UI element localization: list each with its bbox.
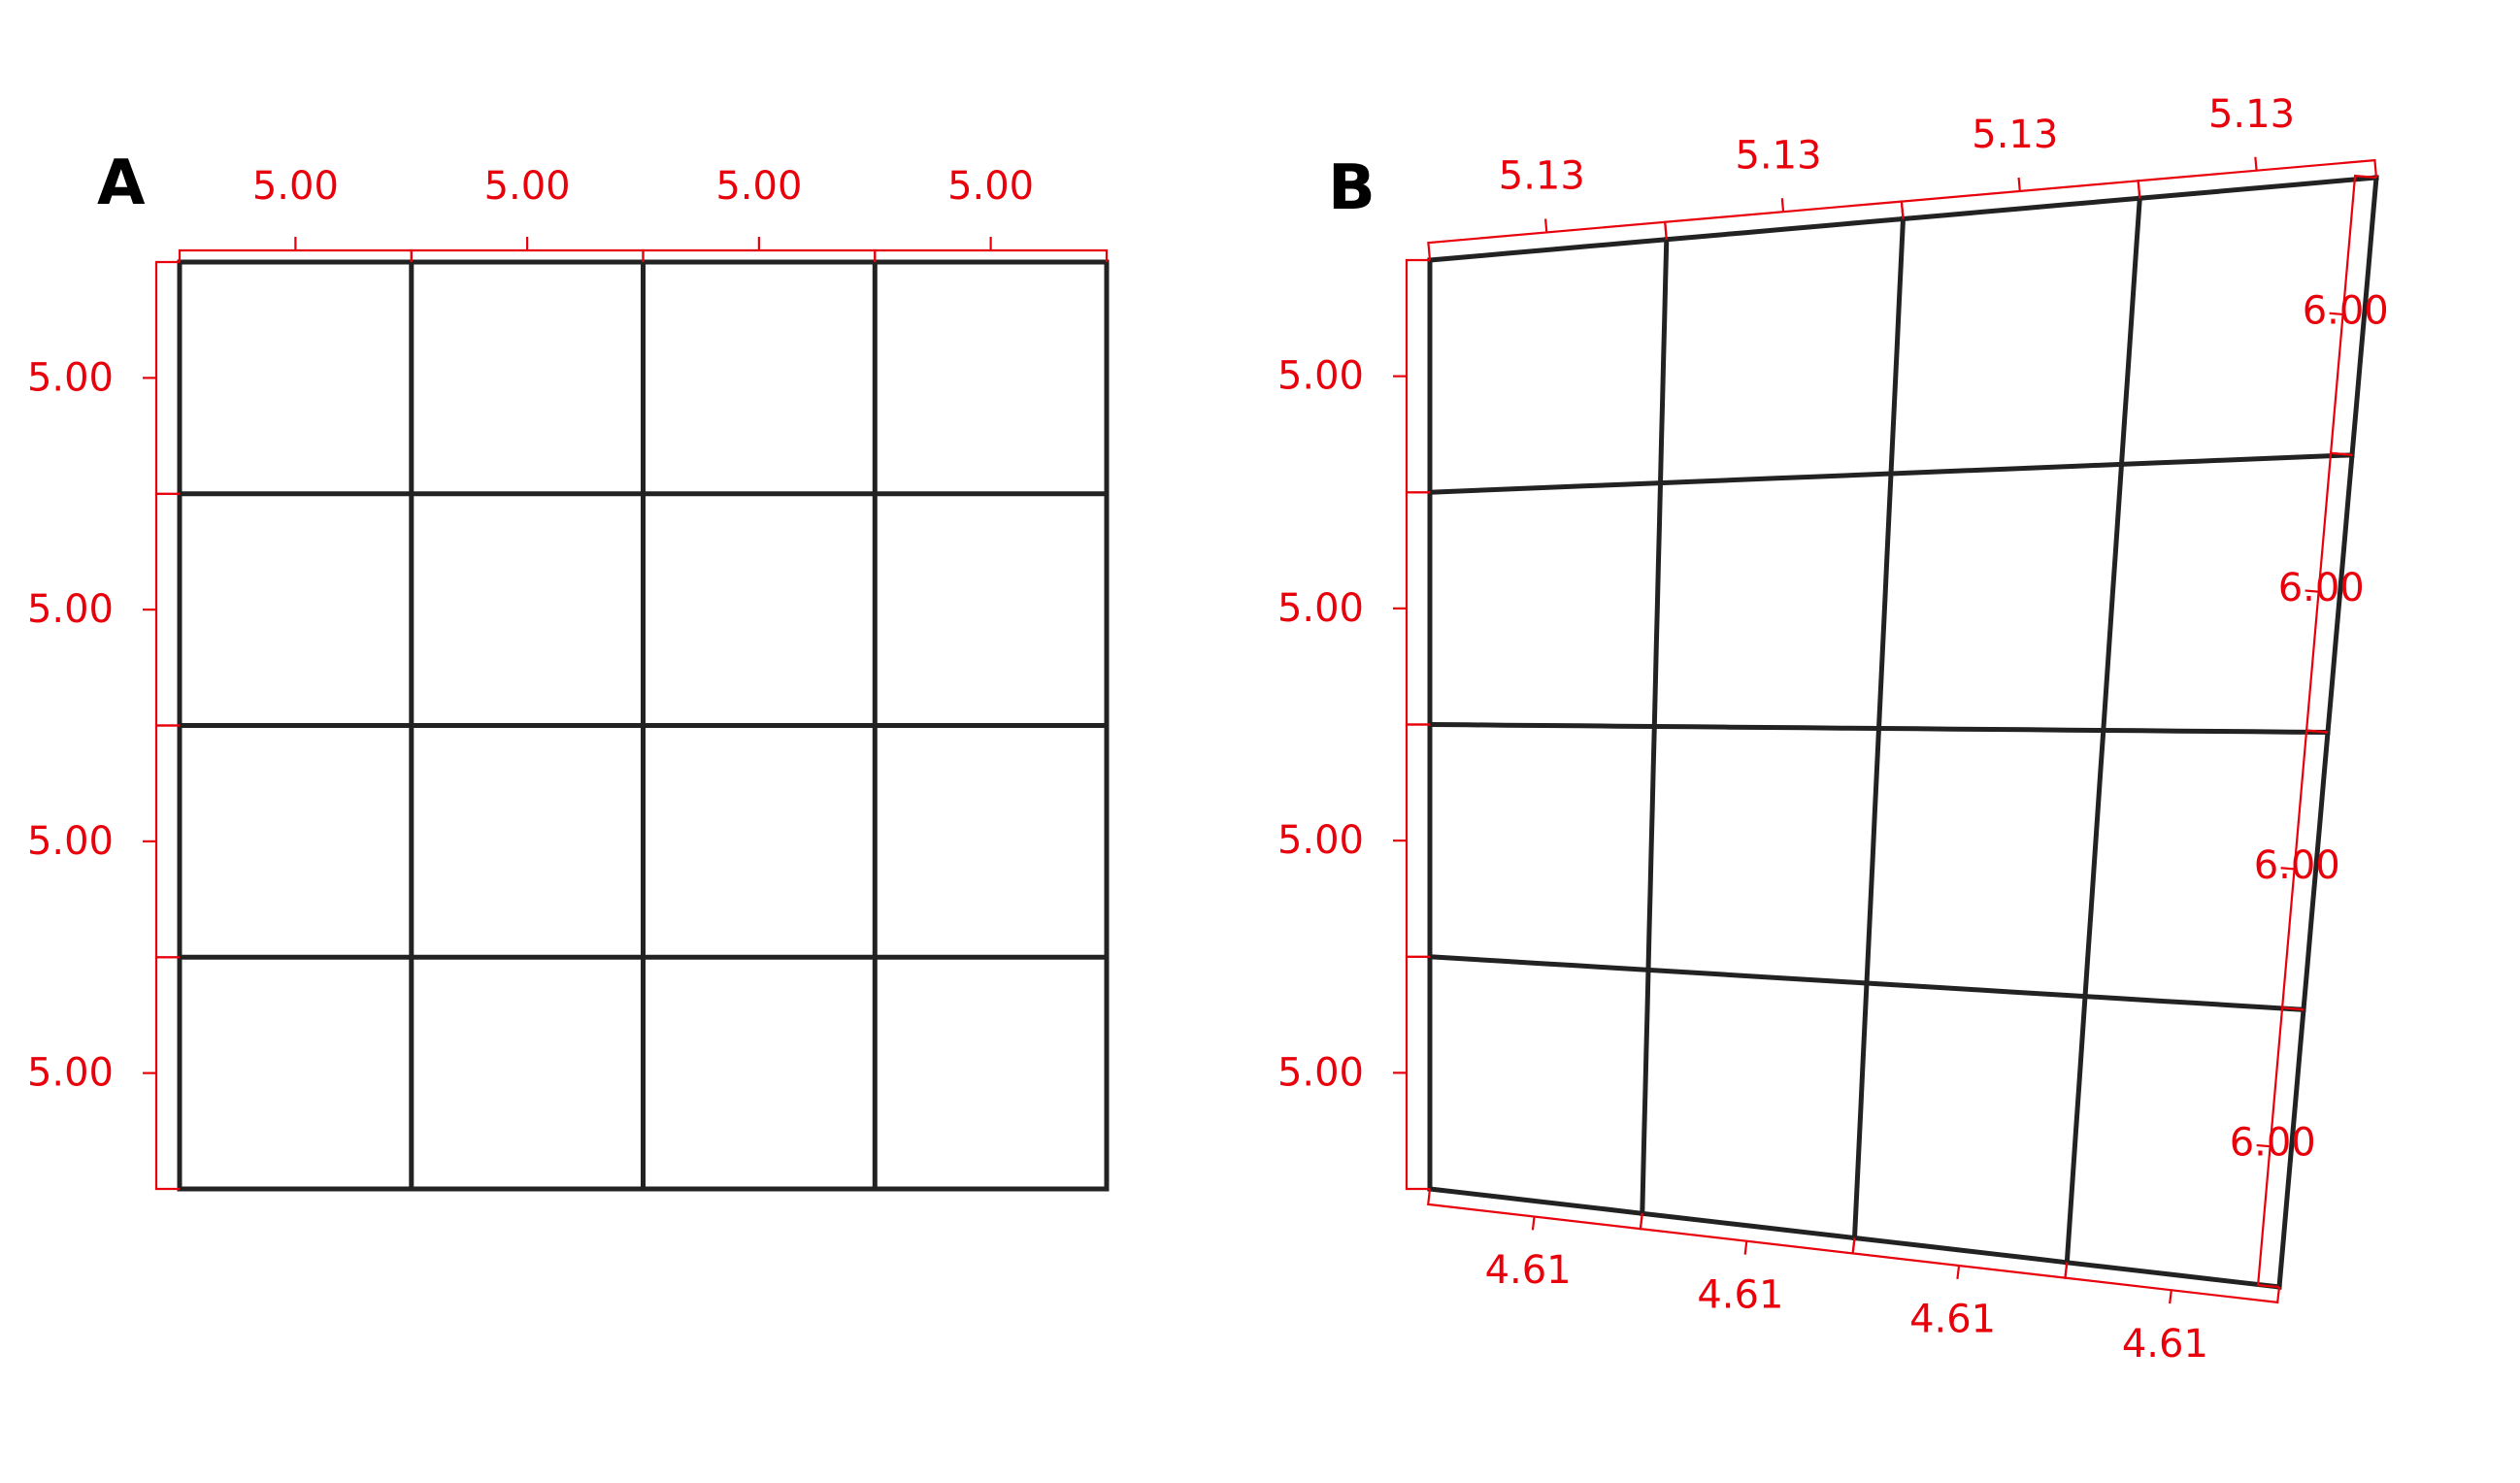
panel-b-left-dimension-label: 5.00	[1277, 354, 1364, 399]
panel-a-left-dimension-label: 5.00	[27, 355, 114, 400]
panel-b-top-dimension-label: 5.13	[1972, 113, 2058, 157]
panel-a-left-dimension-label: 5.00	[27, 1051, 114, 1096]
panel-b-left-dimension-label: 5.00	[1277, 586, 1364, 631]
panel-a: A 5.00 5.00 5.00 5.00 5.00 5.00 5.00 5.00	[27, 148, 1107, 1189]
panel-b-top-dimension-label: 5.13	[1735, 133, 1821, 178]
panel-a-left-dimension-bracket	[156, 494, 180, 726]
panel-b-top-dimension-label: 5.13	[1499, 154, 1585, 199]
panel-b-bottom-dimension-label: 4.61	[1909, 1298, 1996, 1342]
panel-b-label: B	[1328, 152, 1376, 224]
panel-b-left-dimension-bracket	[1407, 957, 1430, 1189]
panel-a-dimensions: 5.00 5.00 5.00 5.00 5.00 5.00 5.00 5.00	[27, 164, 1107, 1189]
panel-b-left-dimension-label: 5.00	[1277, 818, 1364, 863]
panel-b-bottom-dimension-label: 4.61	[2122, 1322, 2208, 1367]
panel-b-right-dimension-label: 6.00	[2254, 843, 2340, 888]
panel-b-left-dimension-bracket	[1407, 260, 1430, 492]
panel-b-left-dimension-bracket	[1407, 492, 1430, 724]
panel-b-right-dimension-label: 6.00	[2278, 566, 2365, 610]
panel-b-bottom-dimension-tick	[1533, 1217, 1535, 1231]
panel-a-top-dimension-label: 5.00	[715, 164, 802, 209]
panel-b-bottom-dimension-label: 4.61	[1697, 1272, 1783, 1317]
panel-b-top-dimension-tick	[2019, 178, 2020, 191]
panel-b: B 5.13 5.13 5.13 5.13 5.00 5.00 5.00 5.00 6.00 6.…	[1277, 92, 2389, 1367]
panel-a-left-dimension-label: 5.00	[27, 819, 114, 864]
panel-b-left-dimension-bracket	[1407, 725, 1430, 957]
panel-b-right-dimension-label: 6.00	[2230, 1121, 2316, 1166]
panel-b-top-dimension-tick	[1545, 218, 1546, 232]
panel-a-left-dimension-bracket	[156, 726, 180, 958]
panel-b-bottom-dimension-tick	[1745, 1241, 1747, 1255]
panel-a-grid	[180, 262, 1107, 1189]
panel-b-right-dimension-label: 6.00	[2303, 288, 2389, 333]
panel-a-left-dimension-bracket	[156, 957, 180, 1189]
panel-b-top-dimension-tick	[1782, 198, 1783, 212]
panel-a-left-dimension-label: 5.00	[27, 587, 114, 632]
panel-b-bottom-dimension-tick	[2170, 1290, 2172, 1303]
panel-b-bottom-dimension-tick	[1957, 1266, 1959, 1279]
panel-b-bottom-dimension-label: 4.61	[1485, 1248, 1572, 1293]
panel-b-top-dimension-label: 5.13	[2208, 92, 2295, 137]
panel-a-top-dimension-label: 5.00	[484, 164, 571, 209]
panel-b-left-dimension-label: 5.00	[1277, 1050, 1364, 1095]
panel-a-top-dimension-label: 5.00	[252, 164, 339, 209]
panel-b-top-dimension-tick	[2255, 157, 2256, 171]
panel-a-label: A	[97, 148, 146, 219]
panel-a-top-dimension-label: 5.00	[947, 164, 1034, 209]
panel-a-left-dimension-bracket	[156, 262, 180, 494]
